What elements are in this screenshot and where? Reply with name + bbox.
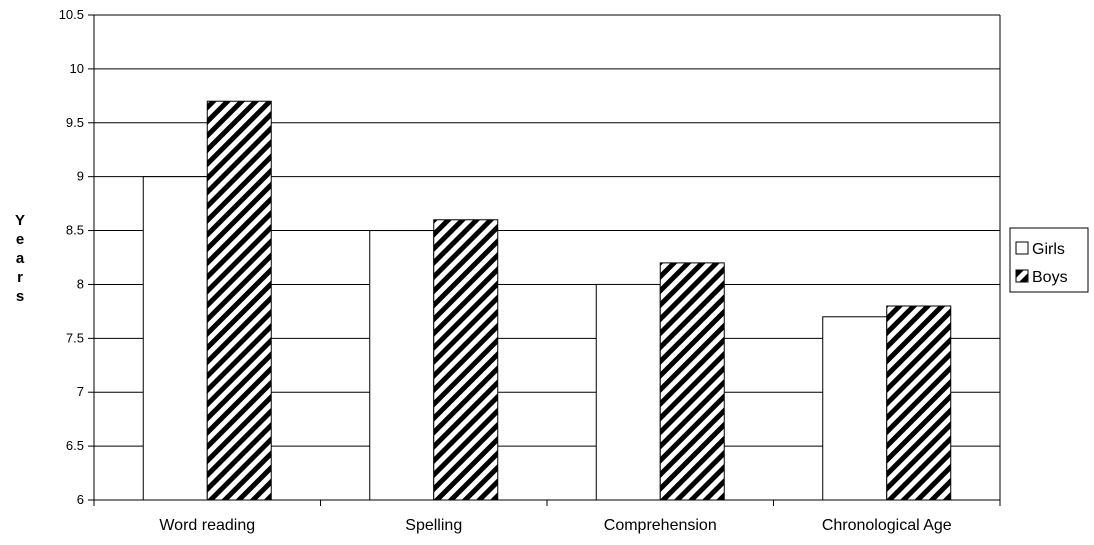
x-tick-label: Comprehension [604,517,717,534]
bar-boys [886,305,952,501]
y-tick-label: 9.5 [66,115,84,130]
y-tick-label: 8.5 [66,223,84,238]
y-tick-label: 10.5 [59,7,84,22]
bars [142,100,952,501]
bar-girls [142,176,208,501]
legend: Girls Boys [1009,227,1089,293]
legend-swatch [1015,269,1029,283]
bar-boys [433,219,499,501]
legend-swatch [1015,241,1029,255]
y-axis-label-letter: Y [15,212,25,229]
y-tick-label: 6 [77,492,84,507]
y-axis-label-letter: s [16,288,24,305]
legend-label: Boys [1032,269,1068,286]
axes: 6 6.5 7 7.5 8 8.5 9 9.5 10 10.5 Word reading Spelli… [59,7,1001,534]
bar-girls [369,230,435,501]
y-tick-label: 7.5 [66,330,84,345]
y-tick-label: 7 [77,384,84,399]
y-tick-label: 6.5 [66,438,84,453]
bar-girls [595,283,661,501]
bar-girls [822,316,888,501]
x-tick-label: Chronological Age [822,517,952,534]
y-axis-label-letter: r [17,269,23,286]
bar-boys [659,262,725,501]
legend-label: Girls [1032,241,1065,258]
bar-boys [206,100,272,501]
x-tick-label: Spelling [405,517,462,534]
y-axis-label-letter: a [16,250,25,267]
y-tick-label: 10 [70,61,84,76]
y-axis-label-letter: e [16,231,24,248]
x-tick-label: Word reading [159,517,255,534]
y-tick-label: 9 [77,169,84,184]
y-tick-label: 8 [77,276,84,291]
